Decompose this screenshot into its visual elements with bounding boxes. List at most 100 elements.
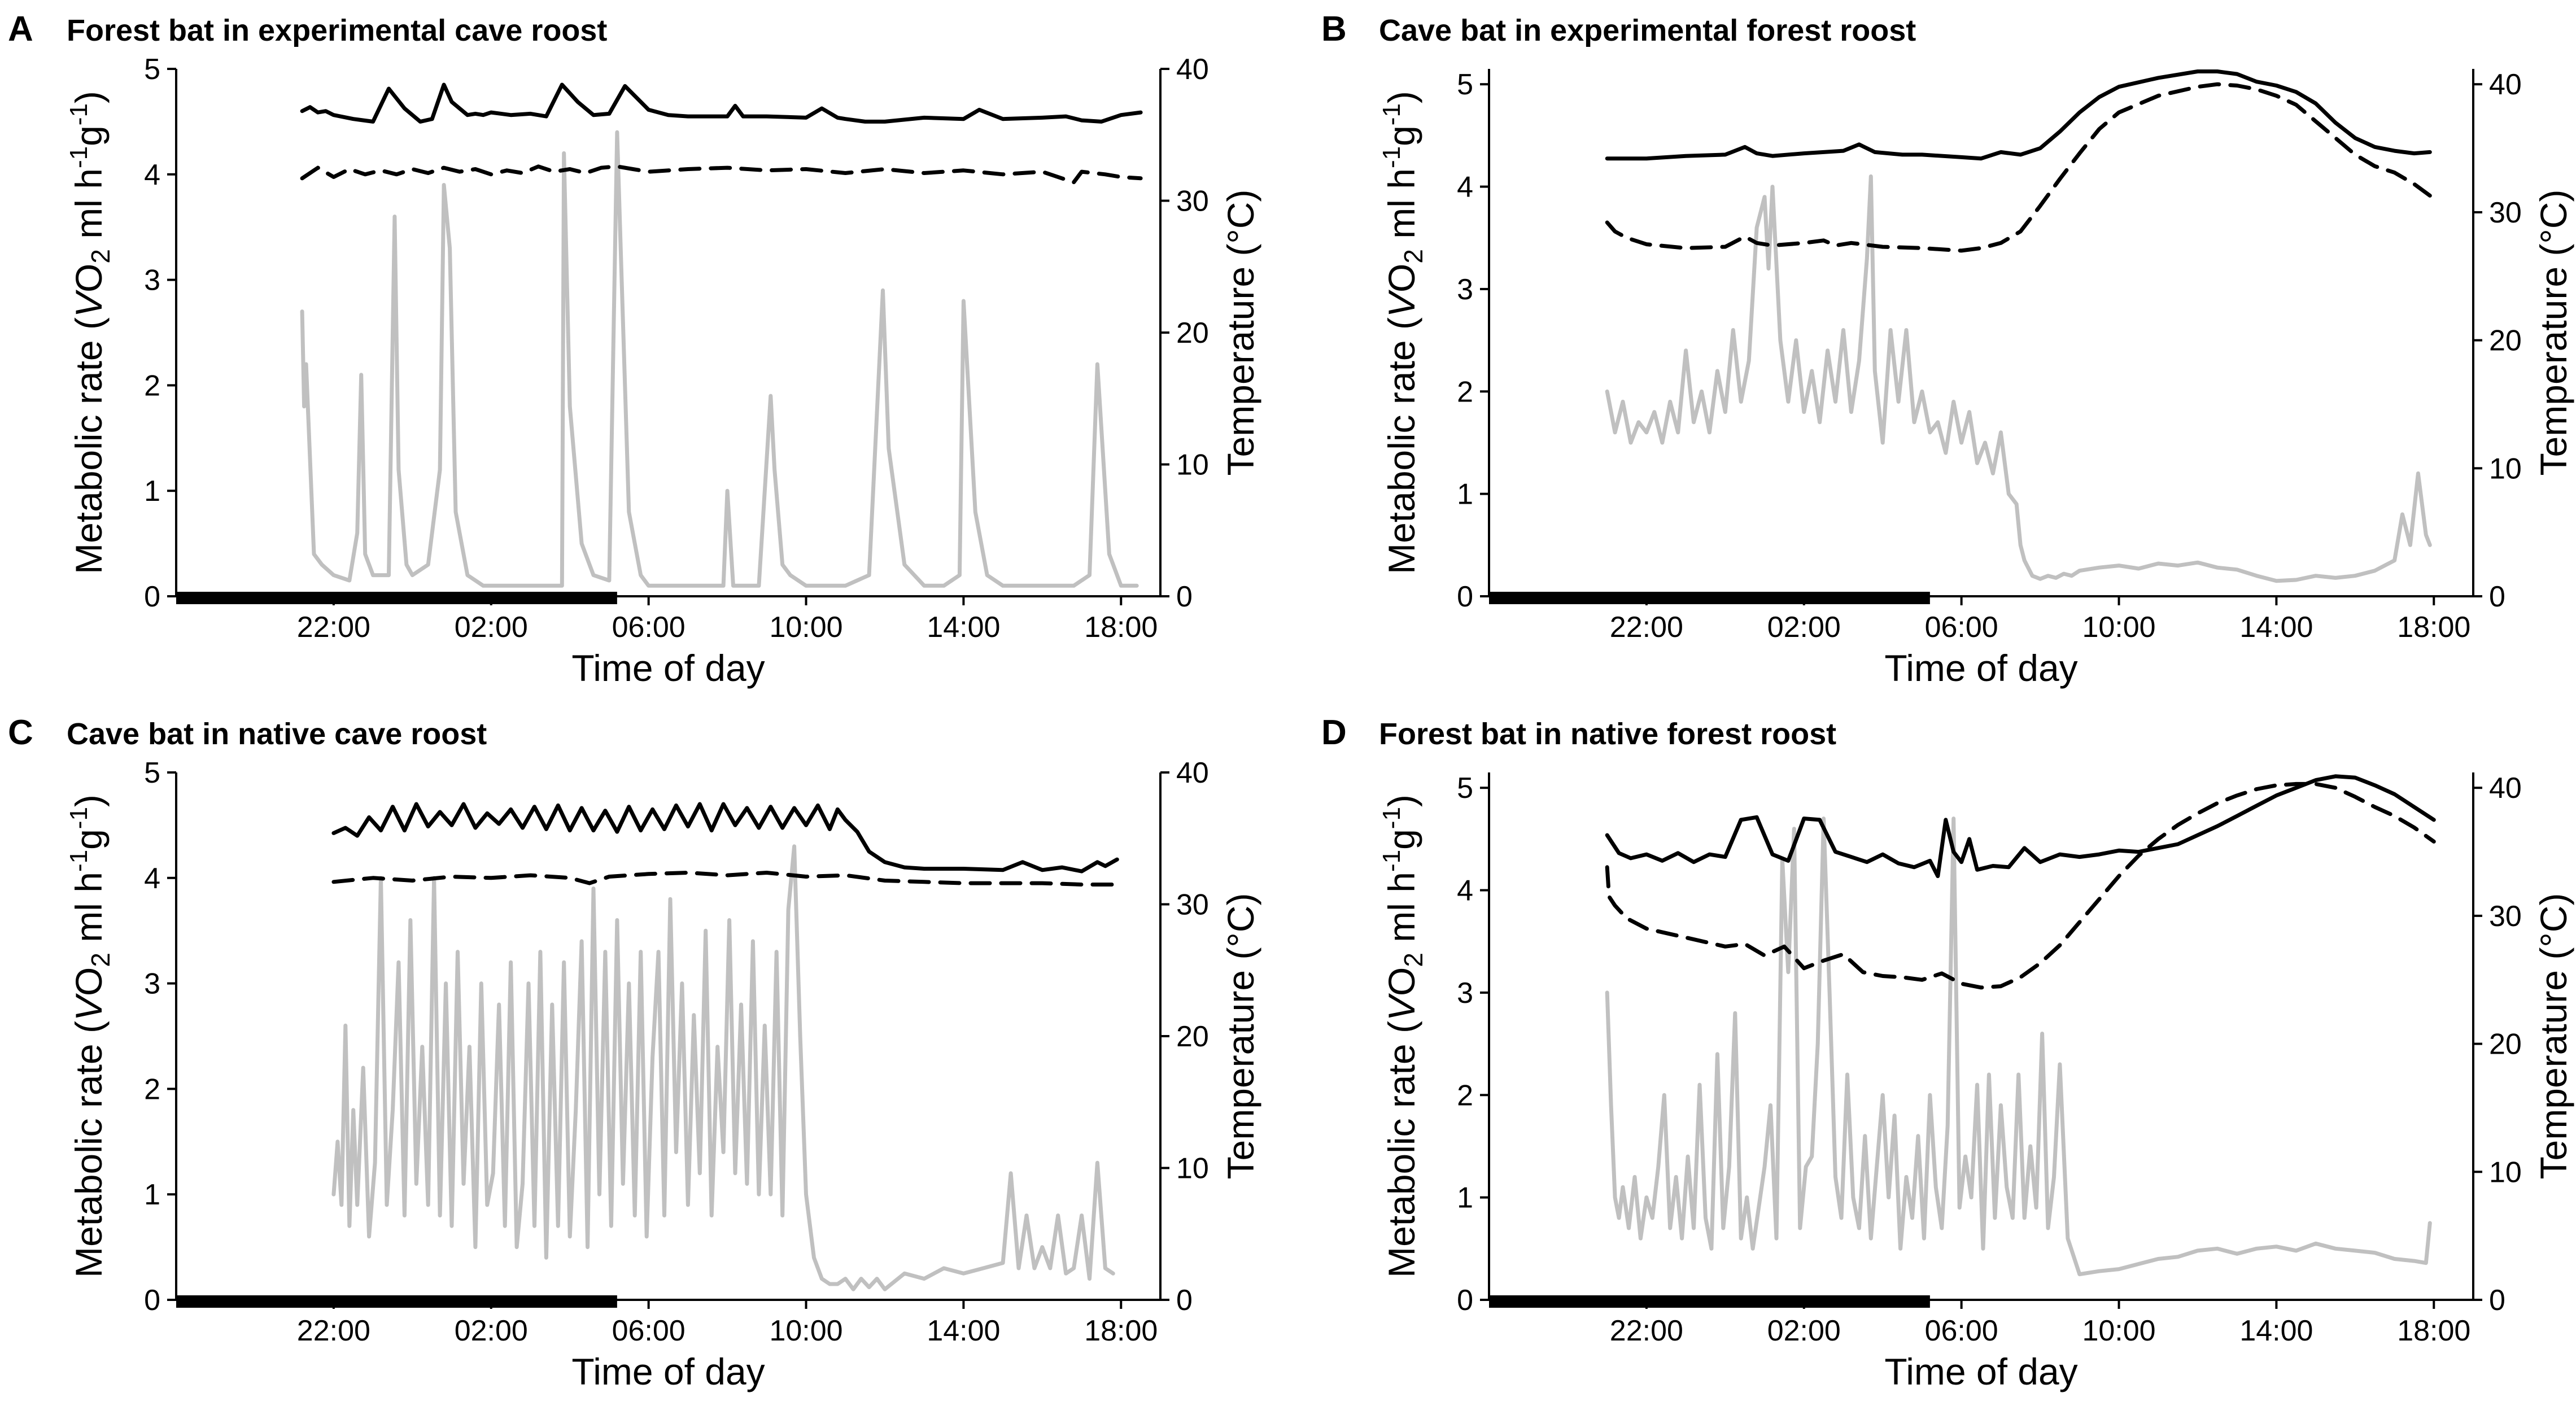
night-bar (1489, 1295, 1930, 1308)
night-bar (1489, 592, 1930, 604)
y-right-tick-label: 20 (1176, 1020, 1209, 1053)
x-axis-title: Time of day (1884, 1351, 2077, 1392)
y-left-tick-label: 2 (1457, 1079, 1473, 1112)
x-tick-label: 02:00 (1767, 611, 1841, 644)
y-left-title-mid: ml h (68, 168, 110, 249)
y-left-axis-title: Metabolic rate (VO2 ml h-1g-1) (1378, 91, 1428, 574)
y-left-title-o: O (1381, 264, 1422, 292)
y-left-title-o: O (68, 264, 110, 292)
y-right-axis-title: Temperature (°C) (2533, 893, 2574, 1180)
y-left-title-sub: 2 (1399, 953, 1428, 967)
y-left-title-mid: ml h (1381, 168, 1422, 249)
x-tick-label: 10:00 (769, 611, 842, 644)
ambient-temperature-line (300, 164, 1143, 185)
x-tick-label: 18:00 (2397, 1315, 2470, 1347)
y-right-tick-label: 0 (1176, 580, 1193, 613)
y-left-title-text: Metabolic rate ( (68, 1021, 110, 1278)
y-right-tick-label: 30 (1176, 889, 1209, 922)
x-tick-label: 14:00 (927, 1315, 1000, 1347)
y-left-title-sub: 2 (86, 953, 115, 967)
body-temperature-line (1605, 774, 2436, 879)
y-left-title-mid: ml h (68, 872, 110, 953)
panel-title: Forest bat in native forest roost (1379, 717, 1836, 751)
metabolic-rate-line (331, 844, 1115, 1291)
x-tick-label: 14:00 (2239, 1315, 2313, 1347)
y-left-title-g: g (68, 829, 110, 850)
y-left-title-v: V (1381, 993, 1422, 1021)
y-left-tick-label: 0 (144, 1284, 160, 1317)
y-right-tick-label: 30 (2489, 900, 2522, 933)
y-right-axis-title: Temperature (°C) (1220, 893, 1261, 1180)
y-left-title-sup2: -1 (65, 807, 93, 829)
panel-letter: C (8, 713, 33, 752)
panel-title: Cave bat in experimental forest roost (1379, 14, 1916, 47)
x-tick-label: 18:00 (1084, 1315, 1158, 1347)
y-left-tick-label: 1 (144, 475, 160, 508)
x-tick-label: 10:00 (769, 1315, 842, 1347)
y-left-title-sup1: -1 (1378, 850, 1405, 872)
x-tick-label: 18:00 (1084, 611, 1158, 644)
y-right-tick-label: 0 (1176, 1284, 1193, 1317)
y-left-tick-label: 2 (144, 1073, 160, 1106)
x-tick-label: 14:00 (927, 611, 1000, 644)
y-right-tick-label: 10 (1176, 1152, 1209, 1185)
y-right-tick-label: 30 (1176, 185, 1209, 218)
panel-letter: D (1321, 713, 1347, 752)
body-temperature-line (300, 82, 1143, 124)
y-left-title-v: V (68, 289, 110, 317)
x-axis-title: Time of day (1884, 647, 2077, 689)
y-left-tick-label: 0 (1457, 1284, 1473, 1317)
metabolic-rate-line (1605, 174, 2432, 583)
panel-title: Forest bat in experimental cave roost (67, 14, 607, 47)
body-temperature-line (331, 802, 1119, 874)
metabolic-rate-line (1605, 816, 2432, 1277)
body-temperature-line (1605, 69, 2432, 161)
y-left-tick-label: 3 (1457, 977, 1473, 1010)
y-left-tick-label: 4 (1457, 875, 1473, 907)
y-left-title-sup2: -1 (1378, 103, 1405, 125)
ambient-temperature-line (1605, 781, 2436, 990)
y-left-axis-title: Metabolic rate (VO2 ml h-1g-1) (65, 91, 115, 574)
y-right-tick-label: 40 (1176, 53, 1209, 86)
y-left-title-v: V (1381, 289, 1422, 317)
night-bar (176, 1295, 617, 1308)
y-left-title-close: ) (68, 794, 110, 807)
y-right-tick-label: 20 (1176, 317, 1209, 350)
panel-title: Cave bat in native cave roost (67, 717, 487, 751)
y-right-tick-label: 10 (1176, 449, 1209, 482)
y-right-tick-label: 20 (2489, 1028, 2522, 1061)
panel-c: C Cave bat in native cave roost 0 1 2 3 4 5 0 10 2… (8, 713, 1261, 1392)
panel-letter: B (1321, 10, 1347, 49)
y-left-title-sub: 2 (86, 249, 115, 264)
panel-b: B Cave bat in experimental forest roost 0 1… (1321, 10, 2574, 689)
x-tick-label: 22:00 (1610, 1315, 1683, 1347)
ambient-temperature-line (1605, 82, 2432, 253)
y-left-title-text: Metabolic rate ( (1381, 317, 1422, 574)
y-right-axis-title: Temperature (°C) (1220, 190, 1261, 476)
ambient-temperature-line (331, 871, 1123, 887)
y-right-tick-label: 40 (2489, 772, 2522, 805)
x-tick-label: 02:00 (455, 1315, 528, 1347)
y-right-tick-label: 0 (2489, 580, 2505, 613)
y-left-title-g: g (1381, 125, 1422, 146)
x-tick-label: 22:00 (1610, 611, 1683, 644)
y-right-tick-label: 20 (2489, 325, 2522, 357)
panel-a: A Forest bat in experimental cave roost01… (8, 10, 1261, 689)
y-left-tick-label: 1 (1457, 1182, 1473, 1215)
y-right-tick-label: 10 (2489, 452, 2522, 485)
y-right-tick-label: 40 (1176, 757, 1209, 789)
y-left-title-sup2: -1 (1378, 807, 1405, 829)
y-left-title-g: g (68, 125, 110, 146)
x-tick-label: 06:00 (612, 1315, 686, 1347)
y-left-title-close: ) (68, 91, 110, 103)
y-left-tick-label: 0 (144, 580, 160, 613)
y-left-tick-label: 1 (1457, 478, 1473, 511)
y-left-title-text: Metabolic rate ( (68, 317, 110, 574)
y-left-tick-label: 5 (144, 53, 160, 86)
x-tick-label: 10:00 (2082, 611, 2155, 644)
y-left-title-o: O (68, 967, 110, 996)
x-tick-label: 02:00 (1767, 1315, 1841, 1347)
y-right-axis-title: Temperature (°C) (2533, 190, 2574, 476)
y-left-tick-label: 5 (1457, 68, 1473, 101)
